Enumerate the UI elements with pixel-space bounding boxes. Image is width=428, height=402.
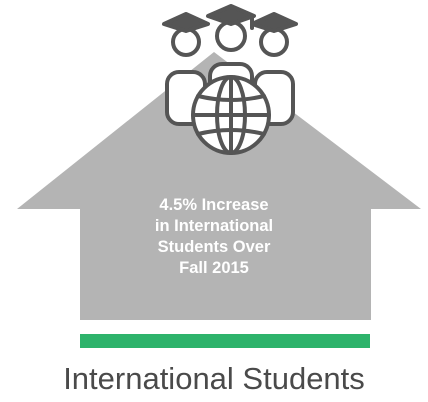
globe-icon (191, 75, 271, 155)
stat-line-4: Fall 2015 (179, 259, 249, 277)
house-arrow-icon (17, 52, 421, 320)
stat-line-2: in International (154, 217, 274, 235)
stat-line-3: Students Over (157, 238, 271, 256)
graduates-icon (162, 4, 298, 155)
stat-text: 4.5% Increase in International Students … (130, 195, 298, 279)
stat-line-1: 4.5% Increase (159, 196, 269, 214)
caption: International Students (63, 361, 365, 396)
accent-bar (80, 334, 370, 348)
